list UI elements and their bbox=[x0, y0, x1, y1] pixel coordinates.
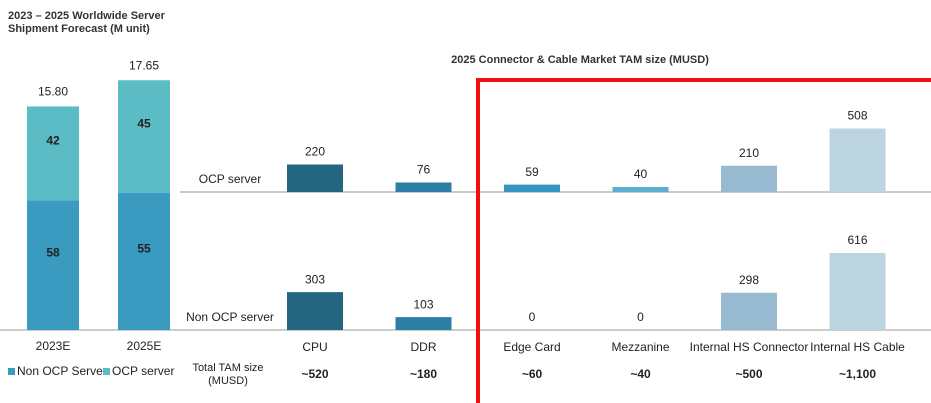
legend-swatch bbox=[103, 368, 110, 375]
value-label: 616 bbox=[847, 233, 867, 247]
x-tick-label: 2023E bbox=[36, 339, 71, 353]
value-label: 40 bbox=[634, 167, 648, 181]
segment-label: 58 bbox=[46, 245, 60, 259]
total-title: Total TAM size (MUSD) bbox=[192, 362, 264, 387]
row-label: OCP server bbox=[199, 172, 261, 186]
value-label: 103 bbox=[413, 297, 433, 311]
legend-label: OCP server bbox=[112, 364, 174, 378]
value-label: 0 bbox=[637, 310, 644, 324]
segment-label: 55 bbox=[137, 241, 151, 255]
total-label: ~520 bbox=[301, 367, 328, 381]
x-tick-label: DDR bbox=[411, 340, 437, 354]
bar bbox=[829, 253, 886, 330]
x-tick-label: Mezzanine bbox=[611, 340, 669, 354]
segment-label: 42 bbox=[46, 134, 60, 148]
value-label: 303 bbox=[305, 272, 325, 286]
x-tick-label: Internal HS Connector bbox=[690, 340, 809, 354]
bar bbox=[395, 317, 452, 330]
bar bbox=[504, 184, 560, 192]
total-label: ~180 bbox=[410, 367, 437, 381]
total-label: 15.80 bbox=[38, 85, 68, 99]
x-tick-label: Edge Card bbox=[503, 340, 560, 354]
bar-segment bbox=[118, 192, 170, 330]
bar bbox=[829, 128, 886, 192]
value-label: 508 bbox=[847, 109, 867, 123]
value-label: 76 bbox=[417, 163, 431, 177]
bar-segment bbox=[118, 80, 170, 193]
bar bbox=[612, 187, 669, 192]
x-tick-label: Internal HS Cable bbox=[810, 340, 905, 354]
bar-segment bbox=[27, 200, 79, 330]
row-label: Non OCP server bbox=[186, 310, 274, 324]
x-tick-label: CPU bbox=[302, 340, 327, 354]
chart-title: 2025 Connector & Cable Market TAM size (… bbox=[451, 54, 709, 66]
x-tick-label: 2025E bbox=[127, 339, 162, 353]
total-label: ~60 bbox=[522, 367, 543, 381]
bar bbox=[287, 292, 343, 330]
value-label: 0 bbox=[529, 310, 536, 324]
bar bbox=[287, 164, 343, 192]
value-label: 210 bbox=[739, 146, 759, 160]
value-label: 59 bbox=[525, 165, 539, 179]
total-label: ~40 bbox=[630, 367, 651, 381]
legend-label: Non OCP Server bbox=[17, 364, 107, 378]
legend-swatch bbox=[8, 368, 15, 375]
bar bbox=[721, 165, 777, 192]
chart-title: 2023 – 2025 Worldwide Server Shipment Fo… bbox=[8, 10, 165, 35]
segment-label: 45 bbox=[137, 117, 151, 131]
highlight-box bbox=[476, 78, 931, 403]
total-label: 17.65 bbox=[129, 58, 159, 72]
value-label: 298 bbox=[739, 273, 759, 287]
total-label: ~500 bbox=[735, 367, 762, 381]
bar bbox=[721, 292, 777, 330]
value-label: 220 bbox=[305, 145, 325, 159]
bar bbox=[395, 182, 452, 192]
total-label: ~1,100 bbox=[839, 367, 876, 381]
bar-segment bbox=[27, 106, 79, 201]
